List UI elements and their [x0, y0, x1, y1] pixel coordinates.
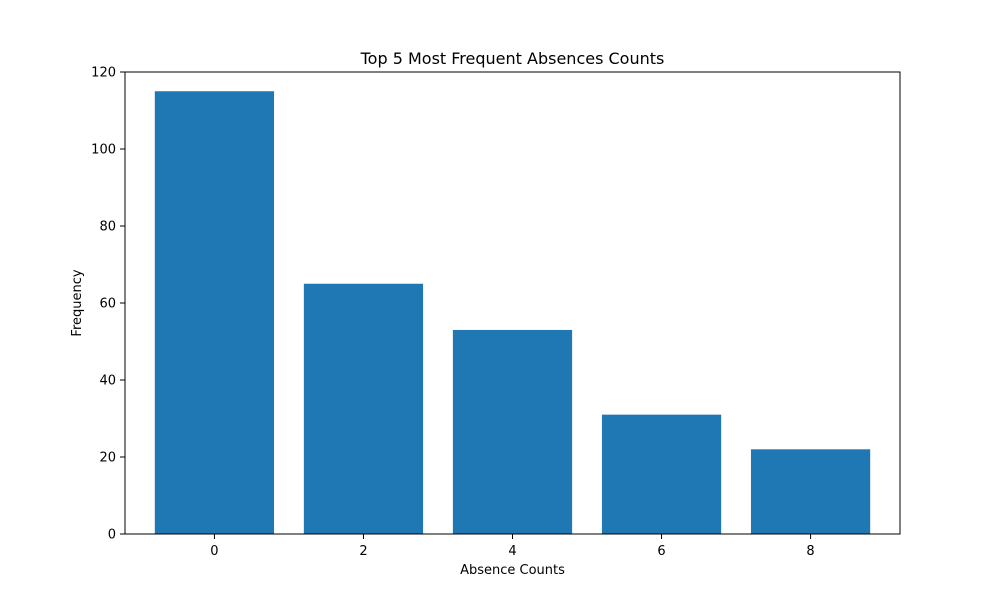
y-tick-label-80: 80 [99, 220, 116, 235]
bars-group [154, 91, 871, 534]
y-tick-label-20: 20 [99, 451, 116, 466]
bar-0 [154, 91, 275, 534]
y-tick-label-100: 100 [91, 143, 116, 158]
x-tick-label-0: 0 [210, 544, 218, 559]
y-axis-ticks: 0 20 40 60 80 100 120 [91, 66, 125, 543]
x-axis-ticks: 0 2 4 6 8 [210, 534, 815, 559]
y-tick-label-120: 120 [91, 66, 116, 81]
bar-4 [452, 329, 573, 534]
bar-2 [303, 283, 424, 534]
x-tick-label-8: 8 [806, 544, 814, 559]
y-tick-label-40: 40 [99, 374, 116, 389]
x-axis-label: Absence Counts [460, 563, 565, 578]
y-axis-label: Frequency [70, 269, 85, 336]
bar-6 [601, 414, 722, 534]
x-tick-label-6: 6 [657, 544, 665, 559]
chart-title: Top 5 Most Frequent Absences Counts [360, 49, 665, 68]
x-tick-label-2: 2 [359, 544, 367, 559]
bar-8 [750, 449, 871, 534]
x-tick-label-4: 4 [508, 544, 516, 559]
y-tick-label-0: 0 [108, 528, 116, 543]
y-tick-label-60: 60 [99, 297, 116, 312]
